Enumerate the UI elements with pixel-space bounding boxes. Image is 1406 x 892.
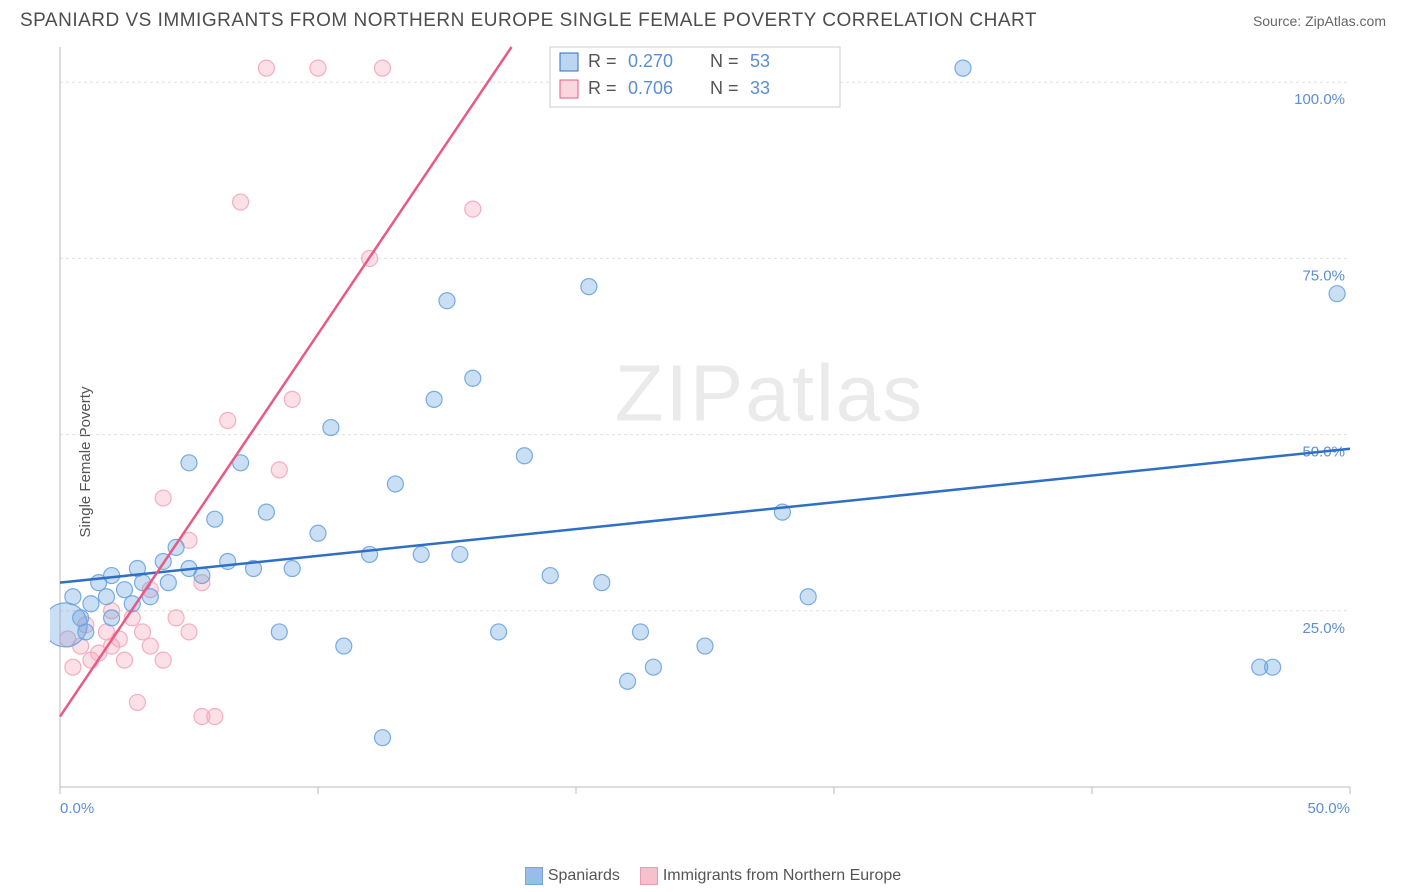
scatter-point [413,546,429,562]
scatter-point [284,561,300,577]
trend-line [60,47,512,717]
legend-label: Spaniards [548,867,620,884]
scatter-point [117,652,133,668]
stats-n-value: 53 [750,51,770,71]
scatter-point [645,659,661,675]
scatter-point [439,293,455,309]
legend: Spaniards Immigrants from Northern Europe [0,867,1406,885]
scatter-point [135,624,151,640]
scatter-point [181,455,197,471]
y-tick-label: 25.0% [1302,620,1345,637]
stats-swatch [560,80,578,98]
scatter-point [129,694,145,710]
scatter-point [1265,659,1281,675]
scatter-point [452,546,468,562]
scatter-point [323,420,339,436]
legend-label: Immigrants from Northern Europe [663,867,901,884]
scatter-point [375,60,391,76]
y-tick-label: 75.0% [1302,267,1345,284]
scatter-point [516,448,532,464]
stats-r-label: R = [588,78,617,98]
scatter-point [98,589,114,605]
scatter-point [194,568,210,584]
source-label: Source: ZipAtlas.com [1253,13,1386,29]
scatter-point [310,525,326,541]
scatter-point [375,730,391,746]
scatter-point [258,60,274,76]
scatter-point [1329,286,1345,302]
scatter-point [633,624,649,640]
scatter-point [78,624,94,640]
scatter-point [271,624,287,640]
stats-r-value: 0.270 [628,51,673,71]
scatter-point [310,60,326,76]
scatter-point [160,575,176,591]
scatter-point [181,624,197,640]
scatter-point [135,575,151,591]
scatter-point [220,553,236,569]
stats-r-value: 0.706 [628,78,673,98]
scatter-point [336,638,352,654]
legend-swatch [525,867,543,885]
scatter-point [800,589,816,605]
scatter-point [620,673,636,689]
scatter-point [104,610,120,626]
scatter-point [465,201,481,217]
stats-n-value: 33 [750,78,770,98]
scatter-point [83,596,99,612]
scatter-point [542,568,558,584]
scatter-point [207,709,223,725]
scatter-point [168,610,184,626]
scatter-point [258,504,274,520]
scatter-point [207,511,223,527]
scatter-point [387,476,403,492]
watermark: ZIPatlas [615,349,924,438]
scatter-point [65,659,81,675]
scatter-point [271,462,287,478]
scatter-point [155,490,171,506]
scatter-point [284,391,300,407]
scatter-point [155,652,171,668]
stats-n-label: N = [710,78,739,98]
scatter-point [426,391,442,407]
stats-swatch [560,53,578,71]
scatter-point [142,638,158,654]
stats-r-label: R = [588,51,617,71]
scatter-point [465,370,481,386]
x-tick-label: 0.0% [60,800,94,817]
legend-swatch [640,867,658,885]
y-tick-label: 100.0% [1294,91,1345,108]
scatter-point [697,638,713,654]
x-tick-label: 50.0% [1307,800,1350,817]
trend-line [60,449,1350,583]
chart-title: SPANIARD VS IMMIGRANTS FROM NORTHERN EUR… [20,10,1037,32]
scatter-point [220,413,236,429]
stats-n-label: N = [710,51,739,71]
scatter-chart: 25.0%50.0%75.0%100.0%0.0%50.0%ZIPatlasR … [50,37,1390,837]
scatter-point [233,194,249,210]
scatter-point [491,624,507,640]
scatter-point [581,279,597,295]
scatter-point [65,589,81,605]
scatter-point [955,60,971,76]
scatter-point [594,575,610,591]
scatter-point [117,582,133,598]
